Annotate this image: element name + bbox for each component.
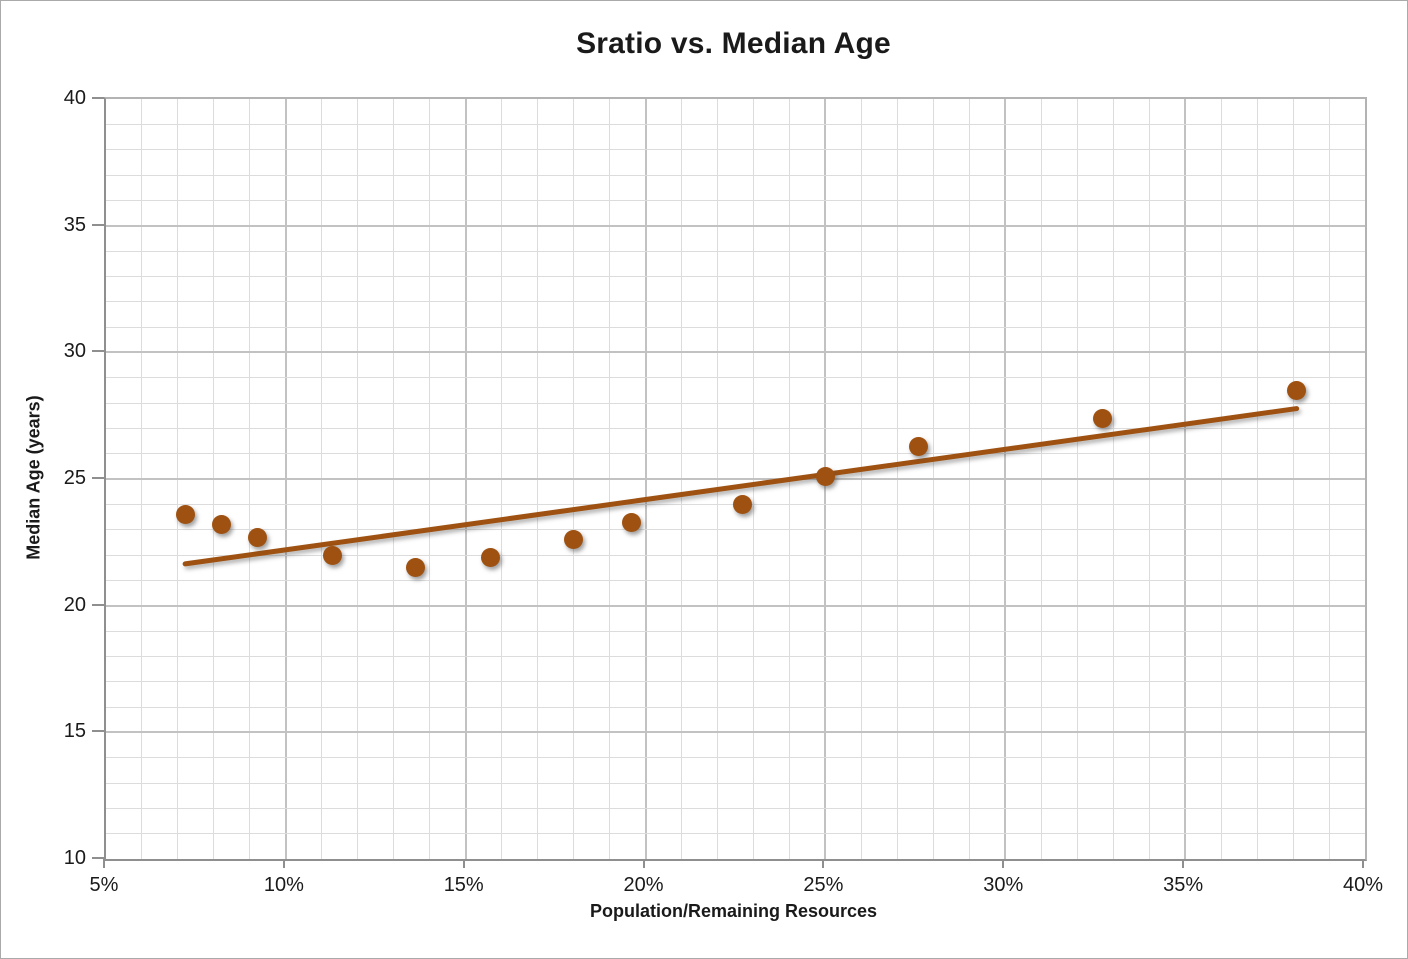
y-tick-label: 20: [63, 593, 86, 616]
data-point: [481, 548, 501, 568]
data-point: [1092, 408, 1112, 428]
x-axis-tick: [642, 859, 645, 868]
x-axis-tick: [282, 859, 285, 868]
x-tick-label: 35%: [1163, 874, 1204, 896]
y-tick-label: 40: [63, 87, 86, 109]
data-point: [211, 515, 231, 535]
plot-area: [104, 97, 1367, 861]
trend-line: [182, 406, 1300, 567]
x-tick-label: 40%: [1342, 874, 1384, 896]
x-axis-tick: [1182, 859, 1185, 868]
chart-title: Sratio vs. Median Age: [576, 27, 891, 60]
y-tick-label: 25: [63, 467, 86, 489]
x-tick-label: 25%: [803, 874, 844, 896]
x-axis-tick: [822, 859, 825, 868]
x-tick-label: 20%: [623, 874, 664, 896]
x-tick-label: 5%: [89, 874, 119, 896]
y-axis-tick: [92, 350, 104, 353]
x-tick-label: 10%: [263, 874, 304, 896]
data-point: [621, 512, 641, 532]
trend-line-layer: [182, 406, 1300, 567]
x-tick-label: 15%: [443, 874, 484, 896]
y-axis-tick: [92, 857, 104, 859]
x-axis-tick: [1362, 859, 1364, 868]
x-axis-tick: [103, 859, 105, 868]
data-point: [175, 504, 195, 524]
y-axis-tick: [92, 223, 104, 226]
y-axis-tick: [92, 97, 104, 99]
x-tick-label: 30%: [983, 874, 1024, 896]
y-axis-tick: [92, 603, 104, 606]
x-axis-tick: [462, 859, 465, 868]
x-axis-tick: [1002, 859, 1005, 868]
data-point: [323, 545, 343, 565]
x-axis-title: Population/Remaining Resources: [589, 901, 878, 921]
data-point: [405, 558, 425, 578]
data-point: [733, 494, 753, 514]
y-tick-label: 15: [63, 720, 86, 743]
data-point: [564, 530, 584, 550]
data-point: [815, 466, 835, 486]
y-axis-tick: [92, 477, 104, 479]
y-tick-label: 10: [63, 847, 86, 869]
y-tick-label: 30: [63, 340, 86, 363]
data-point: [909, 436, 929, 456]
data-point: [1287, 380, 1307, 400]
data-point: [247, 527, 267, 547]
y-axis-tick: [92, 730, 104, 733]
y-tick-label: 35: [63, 213, 86, 236]
